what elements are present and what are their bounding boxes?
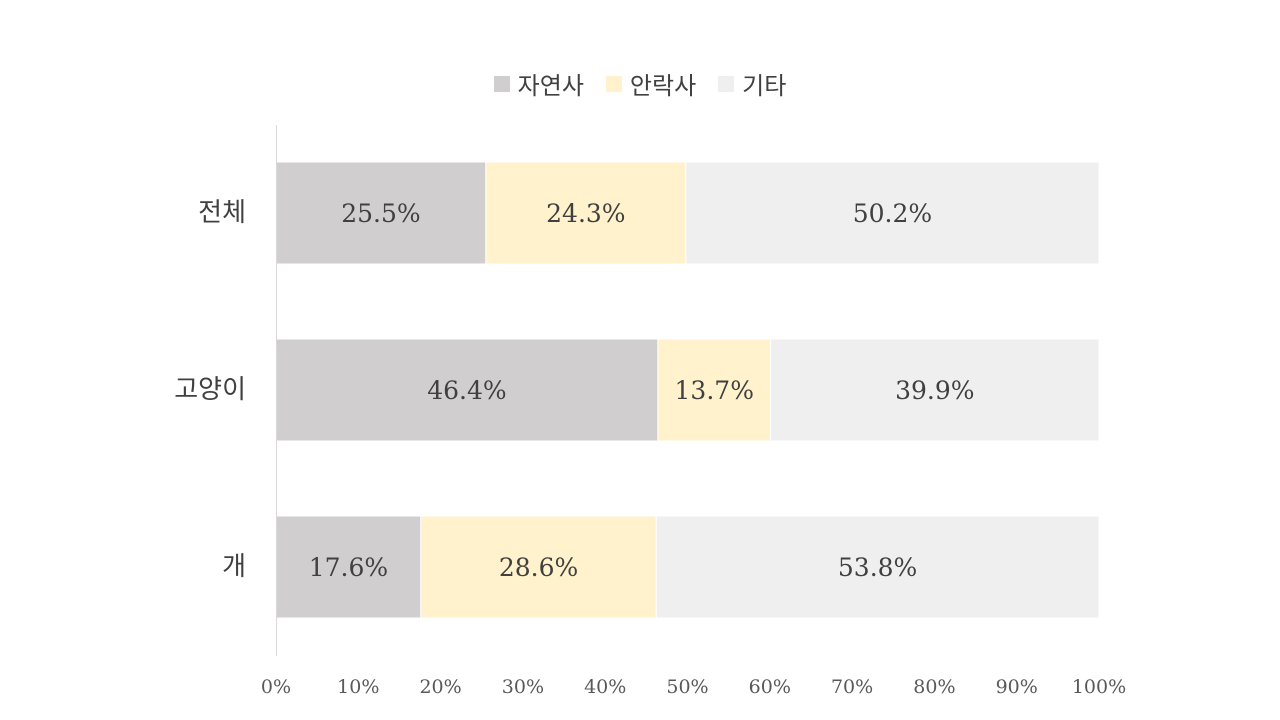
data-label: 13.7% [675,376,754,405]
x-tick-label: 40% [584,676,626,698]
x-tick-label: 10% [337,676,379,698]
bar-segment [420,515,657,619]
legend-item-other: 기타 [718,66,786,101]
legend-label-other: 기타 [742,72,787,100]
legend-swatch-natural [493,75,510,92]
legend-item-euthanasia: 안락사 [605,66,697,101]
data-label: 50.2% [853,199,932,228]
data-label: 28.6% [499,553,578,582]
data-label: 24.3% [546,199,625,228]
legend-label-natural: 자연사 [517,72,584,100]
data-label: 17.6% [309,553,388,582]
x-tick-label: 20% [419,676,461,698]
x-tick-label: 50% [666,676,708,698]
bar-segment [657,338,772,442]
data-label: 39.9% [895,376,974,405]
x-tick-label: 30% [502,676,544,698]
x-tick-label: 70% [831,676,873,698]
x-tick-label: 100% [1072,676,1126,698]
legend-swatch-other [718,75,735,92]
bar-segment [685,161,1100,265]
data-label: 46.4% [427,376,506,405]
bar-segment [275,515,422,619]
data-label: 53.8% [838,553,917,582]
legend-swatch-euthanasia [605,75,622,92]
bar-segment [770,338,1100,442]
legend: 자연사 안락사 기타 [0,66,1280,101]
x-tick-label: 60% [749,676,791,698]
x-tick-label: 90% [996,676,1038,698]
category-label: 개 [222,552,246,582]
data-label: 25.5% [341,199,420,228]
legend-label-euthanasia: 안락사 [629,72,697,100]
bar-segment [655,515,1100,619]
legend-item-natural: 자연사 [493,66,584,101]
category-label: 고양이 [174,375,246,405]
x-tick-label: 0% [261,676,291,698]
x-tick-label: 80% [913,676,955,698]
category-label: 전체 [198,198,246,228]
